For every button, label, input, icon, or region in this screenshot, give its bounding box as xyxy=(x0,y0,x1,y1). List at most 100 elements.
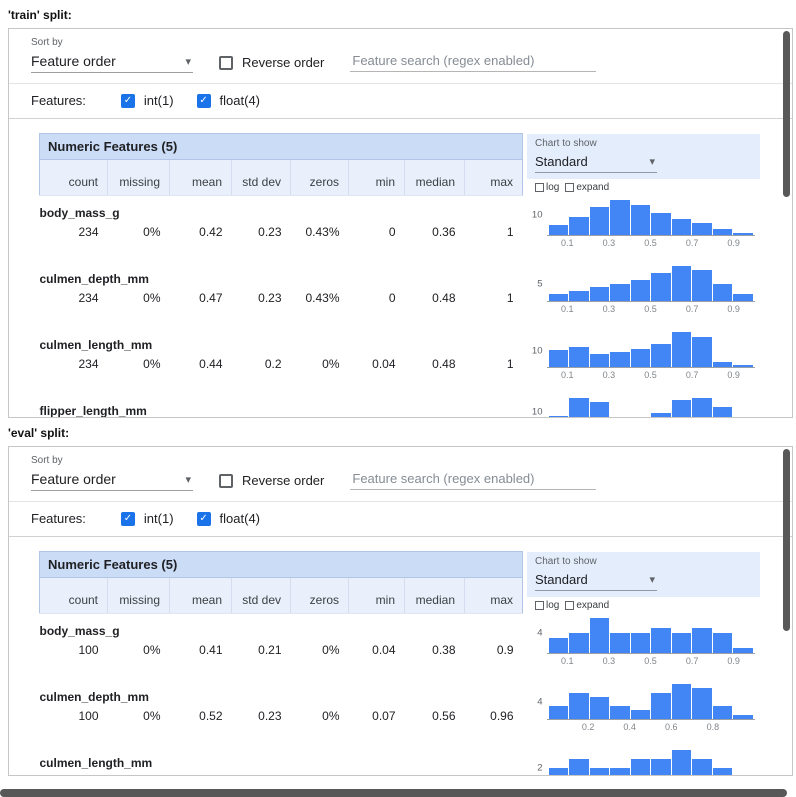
col-header-min: min xyxy=(348,159,405,196)
log-checkbox[interactable] xyxy=(535,600,544,610)
sort-by-select[interactable]: Feature order ▾ xyxy=(31,469,193,491)
histogram: 4 0.1 0.3 0.5 0.7 0.9 xyxy=(529,617,755,667)
stat-count: 234 xyxy=(78,291,99,305)
controls-row: Sort by Feature order ▾ Reverse order xyxy=(9,29,792,83)
check-icon: ✓ xyxy=(123,512,133,524)
stat-mean: 0.52 xyxy=(199,709,223,723)
reverse-order-checkbox[interactable] xyxy=(219,55,233,70)
stat-max: 0.78 xyxy=(465,772,523,775)
reverse-order-toggle[interactable]: Reverse order xyxy=(219,55,324,70)
stat-count: 234 xyxy=(78,225,99,239)
reverse-order-toggle[interactable]: Reverse order xyxy=(219,473,324,488)
horizontal-scrollbar[interactable] xyxy=(0,789,787,797)
table-row: 100 0% 0.41 0.21 0% 0.04 0.38 0.9 xyxy=(40,640,760,660)
col-header-zeros: zeros xyxy=(290,577,349,614)
stat-zeros: 0% xyxy=(322,643,340,657)
col-header-mean: mean xyxy=(169,159,232,196)
chevron-down-icon: ▾ xyxy=(185,55,191,68)
stat-mean: 0.42 xyxy=(199,225,223,239)
chart-type-select[interactable]: Standard ▾ xyxy=(535,152,657,173)
stat-zeros: 0.43% xyxy=(305,291,340,305)
features-label: Features: xyxy=(31,93,86,108)
stat-max: 0.9 xyxy=(496,643,514,657)
table-row: 234 0% 0.44 0.2 0% 0.04 0.48 1 xyxy=(40,354,760,374)
chart-type-select[interactable]: Standard ▾ xyxy=(535,570,657,591)
stat-missing: 0% xyxy=(143,643,161,657)
stat-stddev: 0.23 xyxy=(258,225,282,239)
feature-name: flipper_length_mm xyxy=(39,404,147,418)
stat-mean: 0.44 xyxy=(199,357,223,371)
chevron-down-icon: ▾ xyxy=(649,573,655,586)
col-header-missing: missing xyxy=(107,159,170,196)
col-header-max: max xyxy=(464,159,523,196)
chevron-down-icon: ▾ xyxy=(649,155,655,168)
sort-by-select[interactable]: Feature order ▾ xyxy=(31,51,193,73)
chart-to-show-group: Chart to show Standard ▾ xyxy=(527,551,760,597)
int-filter-checkbox[interactable]: ✓ xyxy=(120,511,135,526)
stat-missing: 0% xyxy=(143,225,161,239)
table-row: 234 0% 0.42 0.23 0.43% 0 0.36 1 xyxy=(40,222,760,242)
feature-name: body_mass_g xyxy=(39,206,120,220)
stat-mean: 0.47 xyxy=(199,291,223,305)
col-header-zeros: zeros xyxy=(290,159,349,196)
float-filter-checkbox[interactable]: ✓ xyxy=(196,511,211,526)
stat-count: 100 xyxy=(78,643,99,657)
eval-stats-panel: Sort by Feature order ▾ Reverse order Fe… xyxy=(8,446,793,776)
histogram: 4 0.2 0.4 0.6 0.8 xyxy=(529,684,755,733)
stat-zeros: 0% xyxy=(322,709,340,723)
check-icon: ✓ xyxy=(199,94,208,106)
col-header-mean: mean xyxy=(169,577,232,614)
stat-median: 0.48 xyxy=(432,357,456,371)
float-filter-label: float(4) xyxy=(219,93,261,108)
float-filter-label: float(4) xyxy=(219,511,261,526)
sort-by-label: Sort by xyxy=(31,37,63,48)
stat-stddev: 0.2 xyxy=(232,772,291,775)
col-header-median: median xyxy=(404,159,465,196)
histogram: 100.10.30.50.70.9 xyxy=(529,398,755,417)
chart-to-show-label: Chart to show xyxy=(535,555,597,567)
stat-min: 0.04 xyxy=(372,357,396,371)
features-filter-row: Features: ✓ int(1) ✓ float(4) xyxy=(9,83,792,119)
histogram: 20.20.40.60.8 xyxy=(529,750,755,775)
stat-max: 1 xyxy=(506,291,514,305)
stat-missing: 0% xyxy=(143,291,161,305)
chart-options: log expand xyxy=(527,179,760,193)
stat-median: 0.56 xyxy=(432,709,456,723)
stat-min: 0.04 xyxy=(372,643,396,657)
features-label: Features: xyxy=(31,511,86,526)
expand-checkbox[interactable] xyxy=(565,600,575,610)
col-header-min: min xyxy=(348,577,405,614)
chart-controls: Chart to show Standard ▾ log expand xyxy=(523,551,760,614)
feature-search-input[interactable] xyxy=(350,468,597,490)
histogram: 5 0.1 0.3 0.5 0.7 0.9 xyxy=(529,266,755,315)
float-filter-checkbox[interactable]: ✓ xyxy=(196,93,211,108)
stat-median: 0.48 xyxy=(432,291,456,305)
stat-max: 0.96 xyxy=(490,709,514,723)
numeric-features-header: Numeric Features (5) xyxy=(39,551,523,578)
stat-zeros: 0% xyxy=(322,357,340,371)
int-filter-checkbox[interactable]: ✓ xyxy=(120,93,135,108)
log-checkbox[interactable] xyxy=(535,182,544,192)
stat-median: 0.36 xyxy=(432,225,456,239)
stat-count: 100 xyxy=(40,772,108,775)
col-header-count: count xyxy=(39,577,108,614)
numeric-features-table: Numeric Features (5) Chart to show Stand… xyxy=(9,119,792,418)
vertical-scrollbar[interactable] xyxy=(783,31,790,197)
stat-stddev: 0.2 xyxy=(264,357,282,371)
feature-search-input[interactable] xyxy=(350,50,597,72)
col-header-max: max xyxy=(464,577,523,614)
reverse-order-checkbox[interactable] xyxy=(219,473,233,488)
chart-to-show-group: Chart to show Standard ▾ xyxy=(527,133,760,179)
expand-label: expand xyxy=(576,181,610,193)
vertical-scrollbar[interactable] xyxy=(783,449,790,631)
stat-missing: 0% xyxy=(143,709,161,723)
chevron-down-icon: ▾ xyxy=(185,473,191,486)
stat-mean: 0.41 xyxy=(170,772,232,775)
expand-checkbox[interactable] xyxy=(565,182,575,192)
col-header-median: median xyxy=(404,577,465,614)
feature-name: culmen_depth_mm xyxy=(39,272,149,286)
sort-by-group: Sort by Feature order ▾ xyxy=(31,455,193,491)
stat-count: 234 xyxy=(78,357,99,371)
stat-missing: 0% xyxy=(143,357,161,371)
